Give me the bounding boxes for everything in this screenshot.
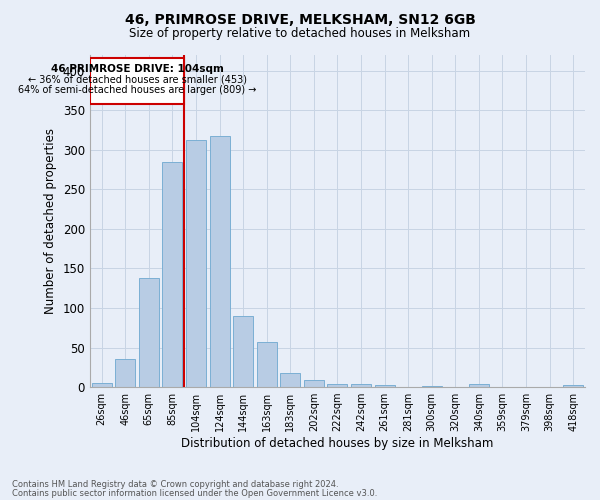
- Text: Size of property relative to detached houses in Melksham: Size of property relative to detached ho…: [130, 28, 470, 40]
- Text: 46, PRIMROSE DRIVE, MELKSHAM, SN12 6GB: 46, PRIMROSE DRIVE, MELKSHAM, SN12 6GB: [125, 12, 475, 26]
- Bar: [92, 383, 112, 387]
- Bar: [91, 58, 184, 104]
- Text: 64% of semi-detached houses are larger (809) →: 64% of semi-detached houses are larger (…: [18, 85, 256, 95]
- X-axis label: Distribution of detached houses by size in Melksham: Distribution of detached houses by size …: [181, 437, 494, 450]
- Bar: [163, 162, 182, 387]
- Bar: [374, 384, 395, 387]
- Bar: [351, 384, 371, 387]
- Bar: [304, 380, 324, 387]
- Text: 46 PRIMROSE DRIVE: 104sqm: 46 PRIMROSE DRIVE: 104sqm: [50, 64, 223, 74]
- Text: ← 36% of detached houses are smaller (453): ← 36% of detached houses are smaller (45…: [28, 75, 247, 85]
- Bar: [186, 140, 206, 387]
- Text: Contains public sector information licensed under the Open Government Licence v3: Contains public sector information licen…: [12, 488, 377, 498]
- Bar: [563, 384, 583, 387]
- Bar: [469, 384, 489, 387]
- Bar: [209, 136, 230, 387]
- Text: Contains HM Land Registry data © Crown copyright and database right 2024.: Contains HM Land Registry data © Crown c…: [12, 480, 338, 489]
- Bar: [328, 384, 347, 387]
- Bar: [280, 373, 301, 387]
- Bar: [422, 386, 442, 387]
- Bar: [115, 360, 135, 387]
- Bar: [139, 278, 159, 387]
- Bar: [257, 342, 277, 387]
- Bar: [233, 316, 253, 387]
- Y-axis label: Number of detached properties: Number of detached properties: [44, 128, 57, 314]
